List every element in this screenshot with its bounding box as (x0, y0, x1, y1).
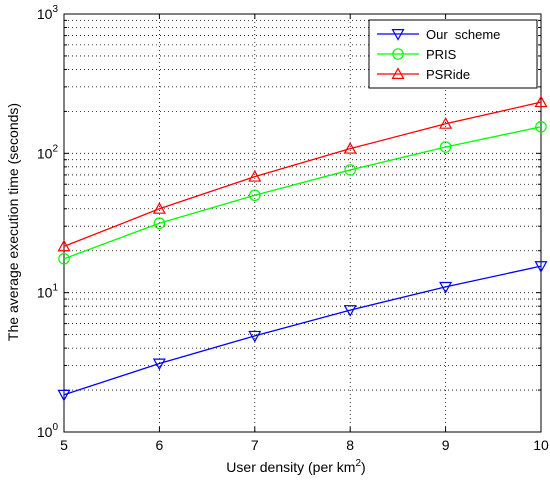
x-tick-label: 10 (533, 437, 549, 453)
y-tick-label: 100 (37, 422, 59, 440)
x-axis-label-sup: 2 (355, 458, 361, 469)
legend-label: PRIS (426, 47, 457, 62)
data-point (343, 305, 357, 317)
data-point (343, 141, 357, 154)
series-line (63, 265, 542, 396)
data-point (152, 202, 166, 214)
data-point (535, 121, 547, 133)
series (57, 95, 548, 402)
x-axis-label-close: ) (361, 459, 366, 475)
series-line (63, 126, 542, 260)
legend: Our scheme PRIS PSRide (368, 19, 538, 89)
y-tick-label: 101 (37, 283, 59, 301)
series-1 (58, 121, 547, 265)
data-point (439, 117, 453, 129)
y-tick-label: 102 (37, 143, 59, 161)
legend-swatch-marker (391, 67, 405, 80)
data-point (534, 95, 548, 108)
x-tick-label: 7 (251, 437, 259, 453)
x-axis-label: User density (per km2) (226, 458, 365, 475)
y-axis-label: The average execution time (seconds) (5, 103, 21, 341)
x-axis-label-main: User density (per km (226, 459, 355, 475)
legend-item: PSRide (377, 67, 470, 82)
data-point (439, 141, 452, 153)
data-point (57, 389, 71, 402)
grid (64, 14, 541, 432)
x-tick-label: 6 (156, 437, 164, 453)
legend-label: PSRide (426, 67, 470, 82)
series-0 (57, 261, 548, 402)
data-point (152, 358, 166, 371)
x-tick-label: 5 (60, 437, 68, 453)
data-point (344, 164, 356, 176)
legend-swatch-marker (392, 48, 404, 60)
legend-item: Our scheme (377, 27, 500, 42)
series-line (63, 101, 542, 247)
plot-frame (63, 13, 542, 433)
data-point (248, 169, 262, 182)
series-2 (57, 95, 548, 252)
data-point (439, 281, 453, 294)
data-point (57, 239, 71, 252)
data-point (249, 189, 261, 202)
x-tick-label: 9 (442, 437, 450, 453)
ticks: 5 6 7 8 9 10 100 101 102 103 (37, 4, 549, 453)
data-point (58, 253, 70, 265)
legend-item: PRIS (377, 47, 457, 62)
x-tick-label: 8 (346, 437, 354, 453)
legend-label: Our scheme (426, 27, 500, 42)
data-point (248, 330, 262, 343)
data-point (534, 261, 548, 273)
legend-swatch-marker (391, 29, 405, 41)
data-point (153, 217, 166, 230)
y-tick-label: 103 (37, 4, 59, 22)
